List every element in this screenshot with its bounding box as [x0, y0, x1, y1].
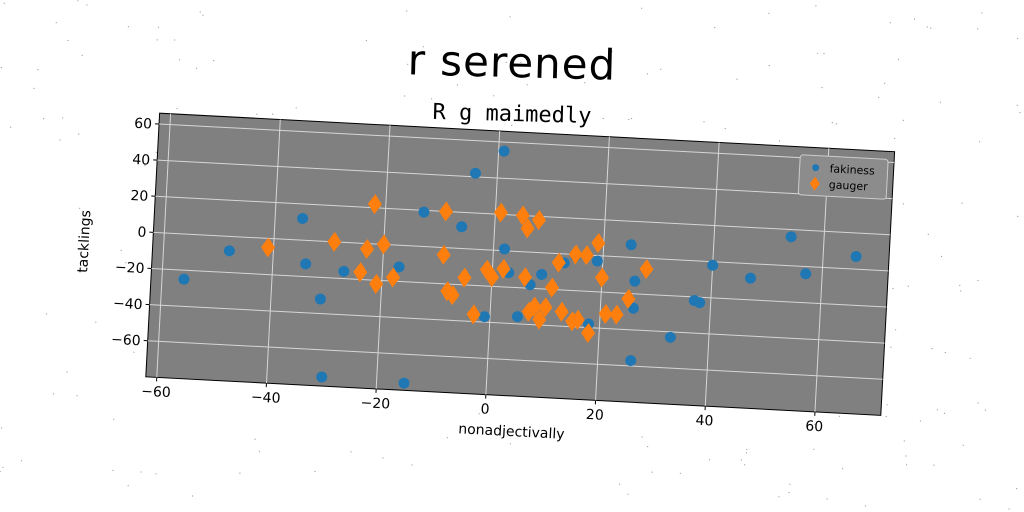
x-tick-label: −40 — [251, 389, 281, 407]
y-tick-label: 20 — [130, 188, 149, 205]
x-axis-label: nonadjectivally — [458, 421, 565, 443]
legend-label-fakiness: fakiness — [829, 162, 875, 177]
y-tick-label: −20 — [115, 260, 145, 278]
y-tick-label: 40 — [132, 152, 151, 169]
y-tick-label: −60 — [111, 332, 141, 350]
y-tick-label: −40 — [113, 296, 143, 314]
x-tick-label: 60 — [805, 418, 824, 435]
legend-box — [798, 155, 888, 200]
x-tick-label: 20 — [585, 407, 604, 424]
plot-area — [146, 113, 895, 415]
legend: fakiness gauger — [798, 155, 888, 200]
x-tick-label: 40 — [695, 413, 714, 430]
y-tick-label: 60 — [134, 116, 153, 133]
legend-label-gauger: gauger — [828, 178, 868, 193]
x-tick-label: −20 — [360, 395, 390, 413]
y-tick-label: 0 — [137, 225, 147, 241]
y-axis-label: tacklings — [75, 210, 94, 273]
x-tick-label: 0 — [480, 401, 490, 417]
x-tick-label: −60 — [141, 384, 171, 402]
